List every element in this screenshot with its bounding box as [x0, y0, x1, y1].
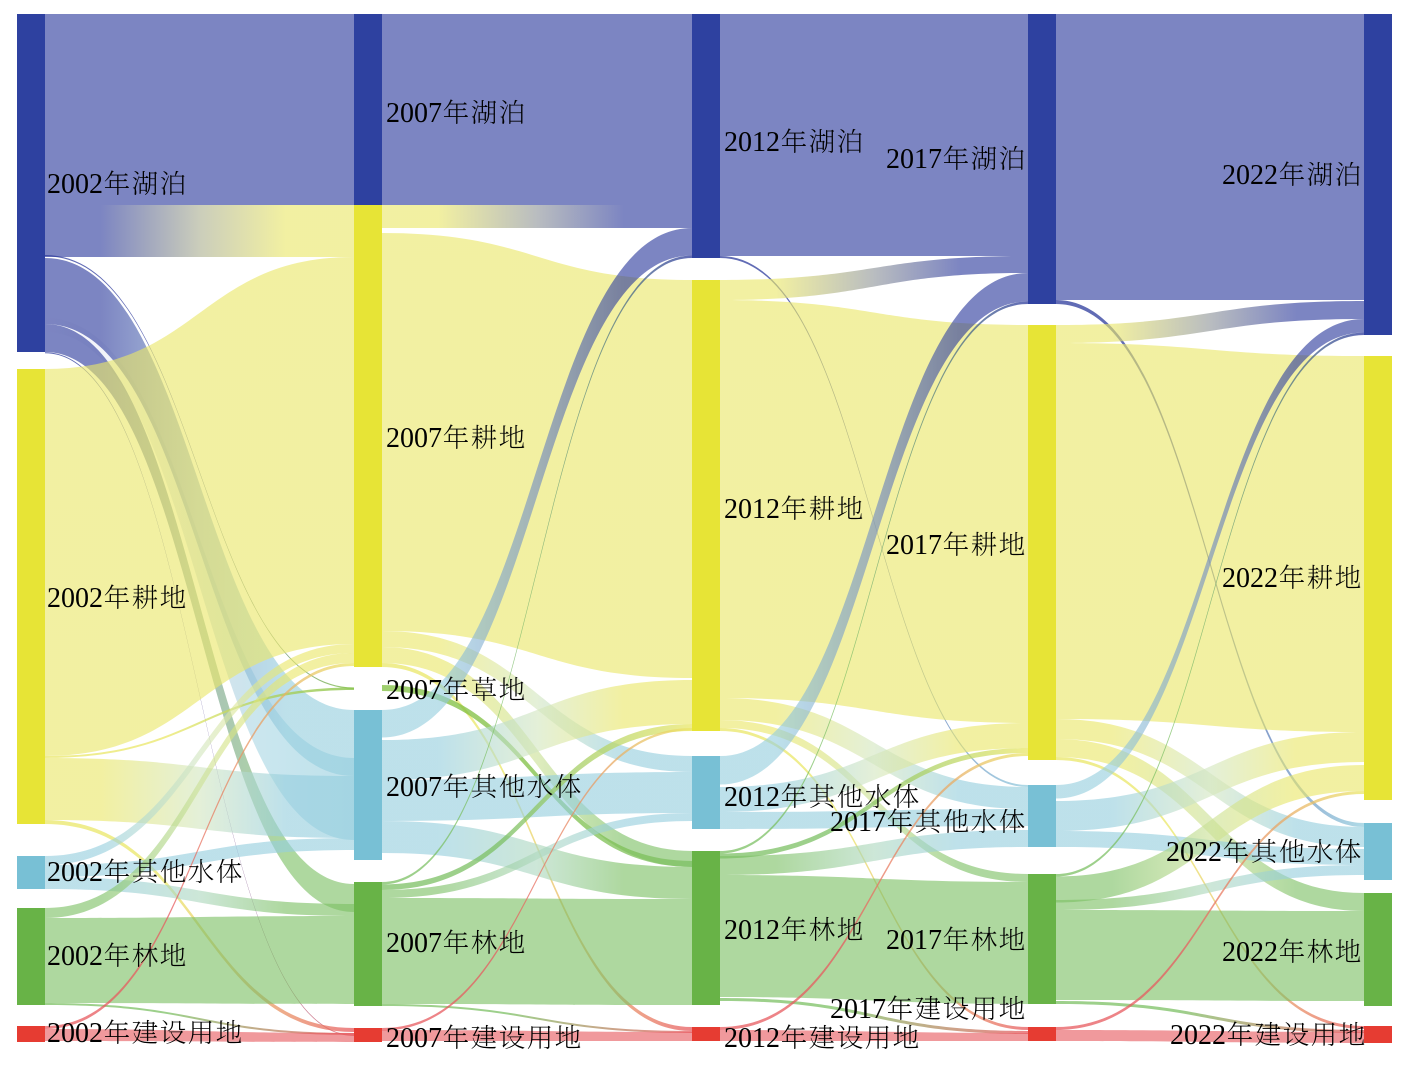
svg-text:2002: 2002 — [47, 169, 103, 200]
svg-text:2022: 2022 — [1170, 1020, 1226, 1051]
svg-text:2012: 2012 — [724, 915, 780, 946]
svg-text:2012: 2012 — [724, 1023, 780, 1054]
svg-text:2017: 2017 — [830, 994, 886, 1025]
svg-text:2007: 2007 — [386, 1023, 442, 1054]
svg-text:2002: 2002 — [47, 1018, 103, 1049]
svg-text:2007: 2007 — [386, 98, 442, 129]
svg-text:2017: 2017 — [830, 807, 886, 838]
svg-text:2017: 2017 — [886, 530, 942, 561]
svg-text:2007: 2007 — [386, 928, 442, 959]
svg-text:2017: 2017 — [886, 925, 942, 956]
svg-text:2022: 2022 — [1166, 837, 1222, 868]
svg-text:2012: 2012 — [724, 782, 780, 813]
svg-text:2007: 2007 — [386, 675, 442, 706]
svg-text:2022: 2022 — [1222, 160, 1278, 191]
svg-text:2017: 2017 — [886, 144, 942, 175]
svg-text:2022: 2022 — [1222, 563, 1278, 594]
svg-text:2002: 2002 — [47, 941, 103, 972]
svg-text:2012: 2012 — [724, 494, 780, 525]
svg-text:2002: 2002 — [47, 583, 103, 614]
svg-text:2012: 2012 — [724, 127, 780, 158]
svg-text:2007: 2007 — [386, 423, 442, 454]
svg-text:2022: 2022 — [1222, 937, 1278, 968]
svg-text:2002: 2002 — [47, 857, 103, 888]
svg-text:2007: 2007 — [386, 772, 442, 803]
